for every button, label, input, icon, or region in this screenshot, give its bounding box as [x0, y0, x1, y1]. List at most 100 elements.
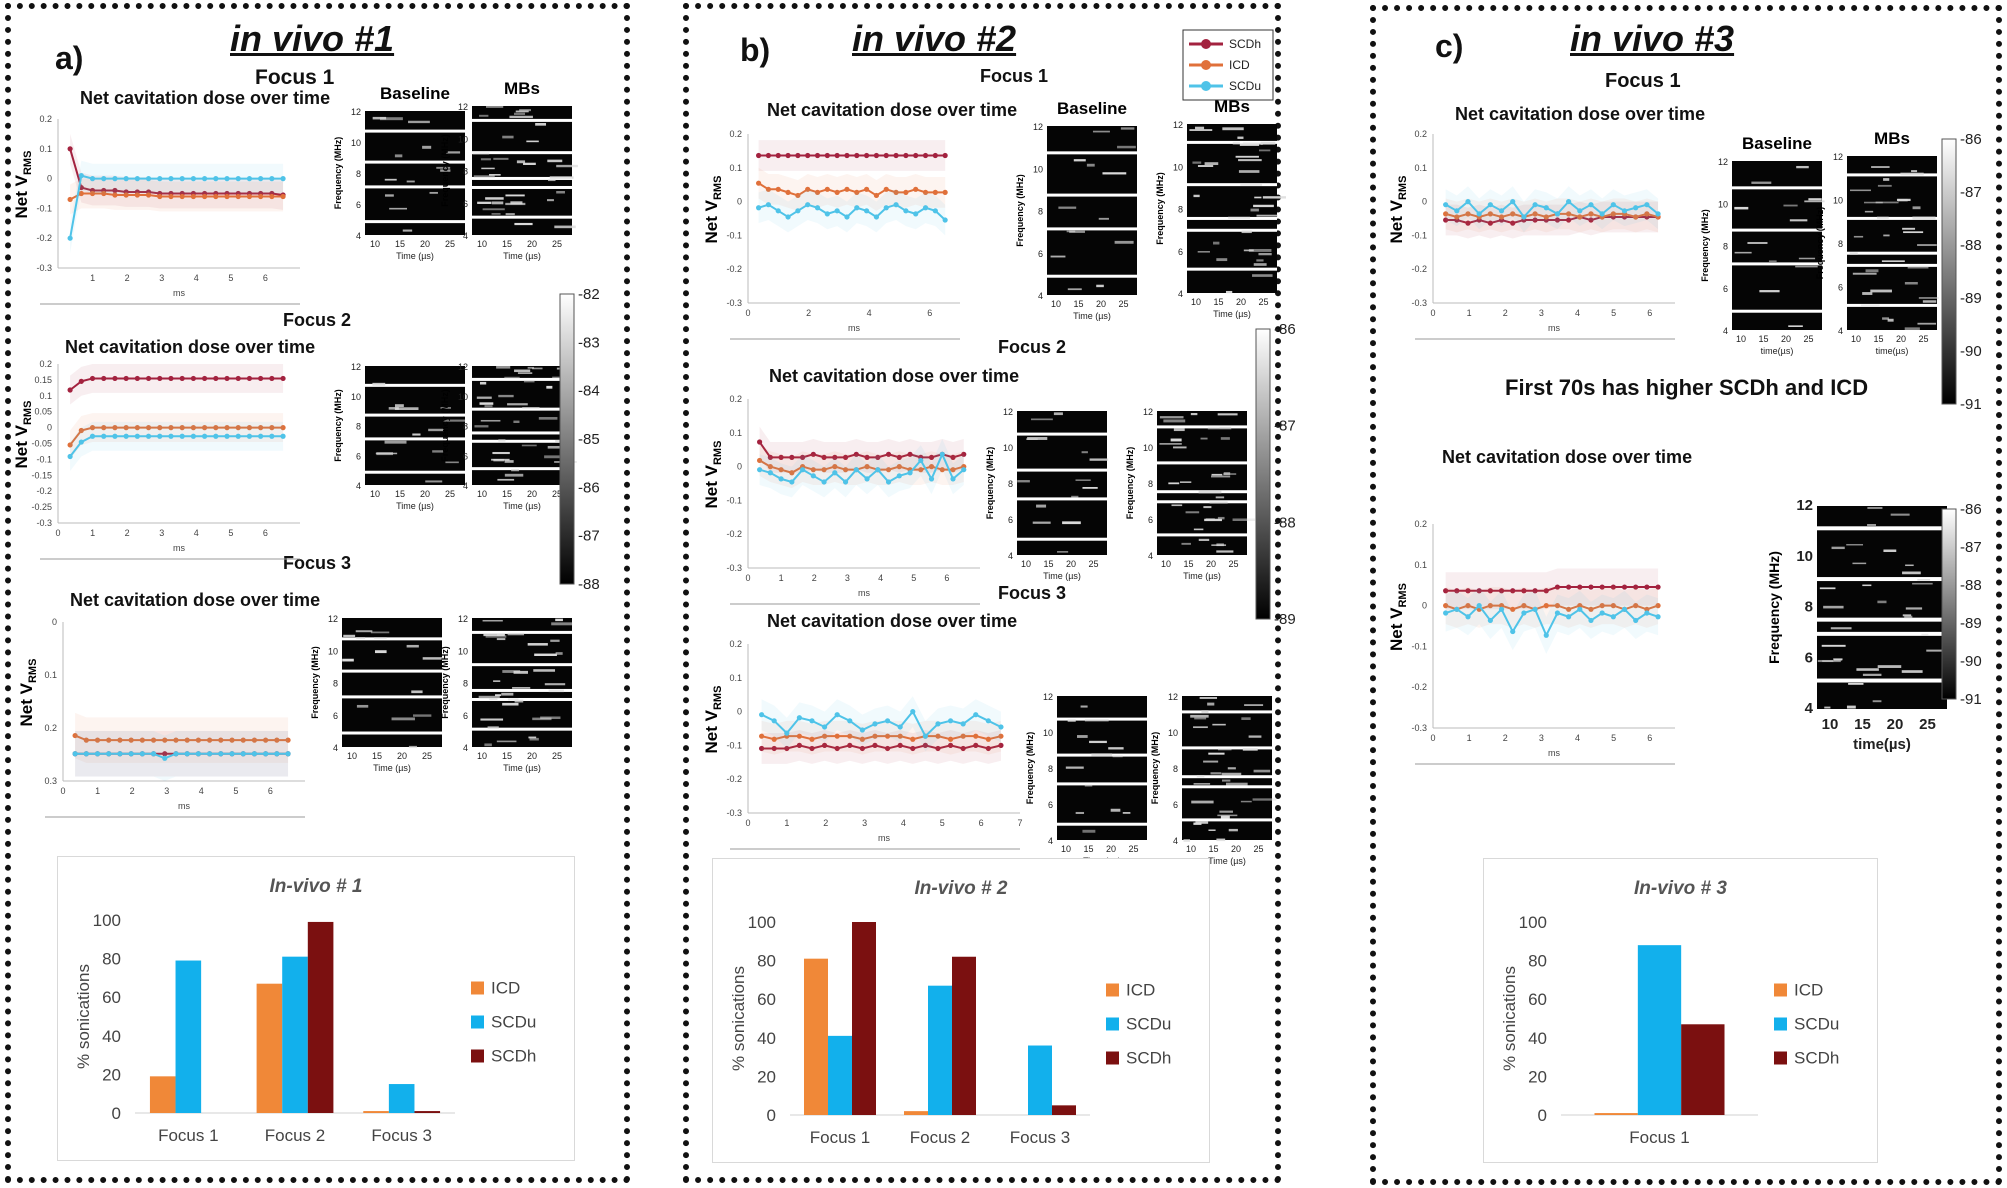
y-tick-label: 40 [757, 1029, 776, 1048]
data-point-scdh [973, 742, 979, 748]
y-axis-label-main: Net V [702, 709, 721, 753]
spectrogram-streak [1821, 644, 1846, 647]
spectrogram-streak [342, 658, 354, 662]
spectrogram-streak [532, 717, 552, 721]
spectrogram-streak [1922, 300, 1937, 303]
spectrogram-streak [432, 450, 444, 453]
colorbar-tick-label: -90 [1960, 343, 1982, 360]
data-point-scdu [1487, 202, 1493, 208]
data-point-icd [218, 737, 224, 743]
y-tick-label: -0.25 [31, 502, 52, 512]
data-point-scdu [789, 479, 795, 485]
data-point-scdu [1454, 606, 1460, 612]
data-point-icd [789, 470, 795, 476]
colorbar-tick-label: -86 [578, 479, 600, 496]
spectrogram-streak [1881, 260, 1905, 263]
data-point-icd [134, 425, 140, 431]
data-point-scdh [1566, 584, 1572, 590]
time-tick-label: 20 [527, 489, 537, 499]
spectrogram-streak [1917, 322, 1937, 325]
freq-tick-label: 4 [1148, 551, 1153, 561]
data-point-scdu [757, 467, 763, 473]
legend-b: SCDh ICD SCDu [1182, 29, 1274, 101]
y-tick-label: 0.05 [34, 407, 52, 417]
data-point-icd [274, 737, 280, 743]
data-point-scdu [1465, 199, 1471, 205]
spectrogram-band [1017, 497, 1107, 501]
category-label: Focus 3 [1010, 1128, 1070, 1147]
data-point-scdu [190, 176, 196, 182]
data-point-scdu [875, 467, 881, 473]
time-axis-label: time(µs) [1853, 736, 1911, 753]
data-point-scdu [139, 751, 145, 757]
spectrogram-streak [1199, 697, 1218, 699]
data-point-scdu [101, 433, 107, 439]
data-point-scdu [907, 470, 913, 476]
data-point-icd [134, 192, 140, 198]
data-point-icd [117, 737, 123, 743]
series-band-scdh [759, 426, 964, 473]
series-band-icd [759, 445, 964, 489]
freq-tick-label: 4 [333, 743, 338, 753]
data-point-icd [872, 733, 878, 739]
time-tick-label: 10 [1061, 844, 1071, 854]
spectrogram-streak [555, 652, 563, 655]
spectrogram-streak [504, 460, 514, 463]
spectrogram-a2-mbs: 12 10 8 6 4 Frequency (MHz) 10 15 20 25 Time (µs) [440, 362, 577, 511]
time-tick-label: 10 [370, 239, 380, 249]
freq-tick-label: 8 [333, 679, 338, 689]
data-point-icd [235, 425, 241, 431]
data-point-scdh [1498, 588, 1505, 594]
y-axis-label-main: Net V [12, 424, 31, 468]
legend-label: SCDu [491, 1013, 536, 1032]
data-point-icd [101, 425, 107, 431]
x-tick-label: 5 [228, 528, 233, 538]
y-tick-label: 0.1 [729, 673, 742, 683]
data-point-scdh [759, 745, 765, 752]
spectrogram-streak [1751, 181, 1772, 184]
time-tick-label: 25 [422, 751, 432, 761]
data-point-scdh [202, 375, 208, 382]
data-point-icd [1588, 606, 1594, 612]
data-point-scdu [799, 467, 806, 473]
series-line-scdu [759, 451, 965, 484]
data-point-icd [842, 467, 849, 473]
spectrogram-streak [1211, 475, 1231, 478]
x-axis-label: ms [878, 833, 890, 843]
x-tick-label: 0 [745, 308, 750, 318]
x-tick-label: 4 [867, 308, 872, 318]
spectrogram-streak [1211, 473, 1223, 476]
x-tick-label: 3 [862, 818, 867, 828]
data-point-scdh [1644, 584, 1650, 590]
spectrogram-band [1157, 533, 1247, 537]
category-label: Focus 3 [371, 1126, 431, 1145]
data-point-icd [145, 425, 152, 431]
data-point-scdu [795, 208, 801, 214]
data-point-scdh [67, 387, 73, 393]
data-point-scdu [842, 479, 849, 485]
bar-scdh [307, 921, 334, 1113]
chart-title: In-vivo # 2 [915, 878, 1008, 899]
freq-axis-label: Frequency (MHz) [1700, 209, 1710, 282]
spectrogram-streak [1242, 748, 1258, 751]
spectrogram-streak [425, 480, 443, 483]
data-point-scdh [864, 152, 870, 159]
spectrogram-header: MBs [1874, 129, 1910, 148]
spectrogram-streak [1917, 579, 1931, 581]
x-tick-label: 2 [1503, 733, 1508, 743]
spectrogram-b3-mbs: 12 10 8 6 4 Frequency (MHz) 10 15 20 25 Time (µs) [1150, 692, 1277, 866]
spectrogram-streak [1201, 710, 1209, 713]
spectrogram-streak [1852, 272, 1877, 275]
data-point-scdh [771, 745, 777, 752]
spectrogram-streak [495, 694, 502, 697]
y-tick-label: 0 [737, 462, 742, 472]
y-tick-label: -0.3 [726, 808, 742, 818]
spectrogram-streak [1194, 126, 1205, 130]
spectrogram-streak [1876, 216, 1889, 219]
x-axis-label: ms [848, 323, 860, 333]
time-tick-label: 10 [1822, 716, 1839, 733]
data-point-icd [1487, 603, 1493, 609]
data-point-scdh [864, 454, 870, 460]
time-tick-label: 25 [445, 489, 455, 499]
data-point-scdu [145, 433, 152, 439]
